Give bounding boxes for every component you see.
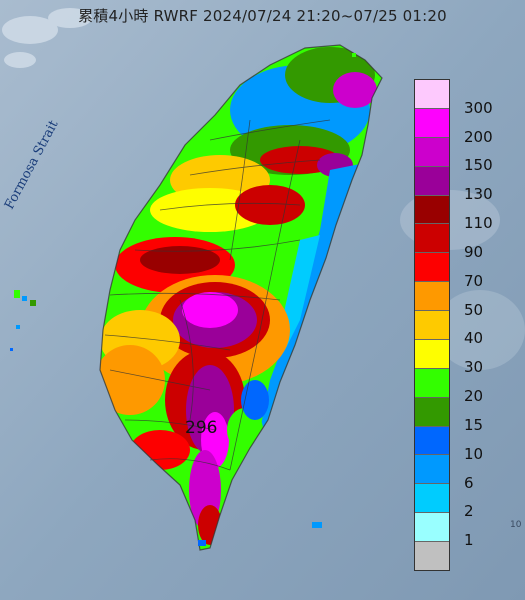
legend-swatch bbox=[415, 224, 449, 254]
legend-swatch bbox=[415, 253, 449, 283]
legend-label: 10 bbox=[464, 444, 484, 463]
legend-swatch bbox=[415, 426, 449, 456]
legend-label: 200 bbox=[464, 127, 493, 146]
edge-label: 10 bbox=[510, 520, 522, 530]
legend-swatch bbox=[415, 368, 449, 398]
legend-label: 6 bbox=[464, 473, 474, 492]
map-title: 累積4小時 RWRF 2024/07/24 21:20~07/25 01:20 bbox=[78, 7, 447, 25]
legend-swatch bbox=[415, 455, 449, 485]
legend-label: 110 bbox=[464, 214, 493, 233]
color-legend bbox=[414, 79, 450, 571]
legend-label: 30 bbox=[464, 358, 484, 377]
legend-swatch bbox=[415, 311, 449, 340]
legend-swatch bbox=[415, 166, 449, 196]
legend-swatch bbox=[415, 108, 449, 138]
legend-swatch bbox=[415, 282, 449, 311]
legend-label: 130 bbox=[464, 185, 493, 204]
legend-label: 40 bbox=[464, 329, 484, 348]
legend-label: 50 bbox=[464, 300, 484, 319]
offshore-islets bbox=[198, 53, 356, 546]
legend-label: 15 bbox=[464, 415, 484, 434]
legend-swatch bbox=[415, 195, 449, 225]
legend-swatch bbox=[415, 484, 449, 514]
legend-label: 300 bbox=[464, 98, 493, 117]
legend-swatch bbox=[415, 339, 449, 369]
legend-label: 70 bbox=[464, 271, 484, 290]
legend-label: 1 bbox=[464, 531, 474, 550]
legend-label: 20 bbox=[464, 387, 484, 406]
penghu-islands bbox=[10, 290, 36, 351]
legend-label: 90 bbox=[464, 242, 484, 261]
county-boundaries bbox=[99, 44, 383, 551]
legend-label: 2 bbox=[464, 502, 474, 521]
legend-swatch bbox=[415, 397, 449, 427]
legend-swatch bbox=[415, 513, 449, 542]
legend-swatch bbox=[415, 542, 449, 570]
max-rainfall-value: 296 bbox=[185, 418, 218, 438]
legend-swatch bbox=[415, 80, 449, 109]
legend-swatch bbox=[415, 137, 449, 167]
legend-label: 150 bbox=[464, 156, 493, 175]
